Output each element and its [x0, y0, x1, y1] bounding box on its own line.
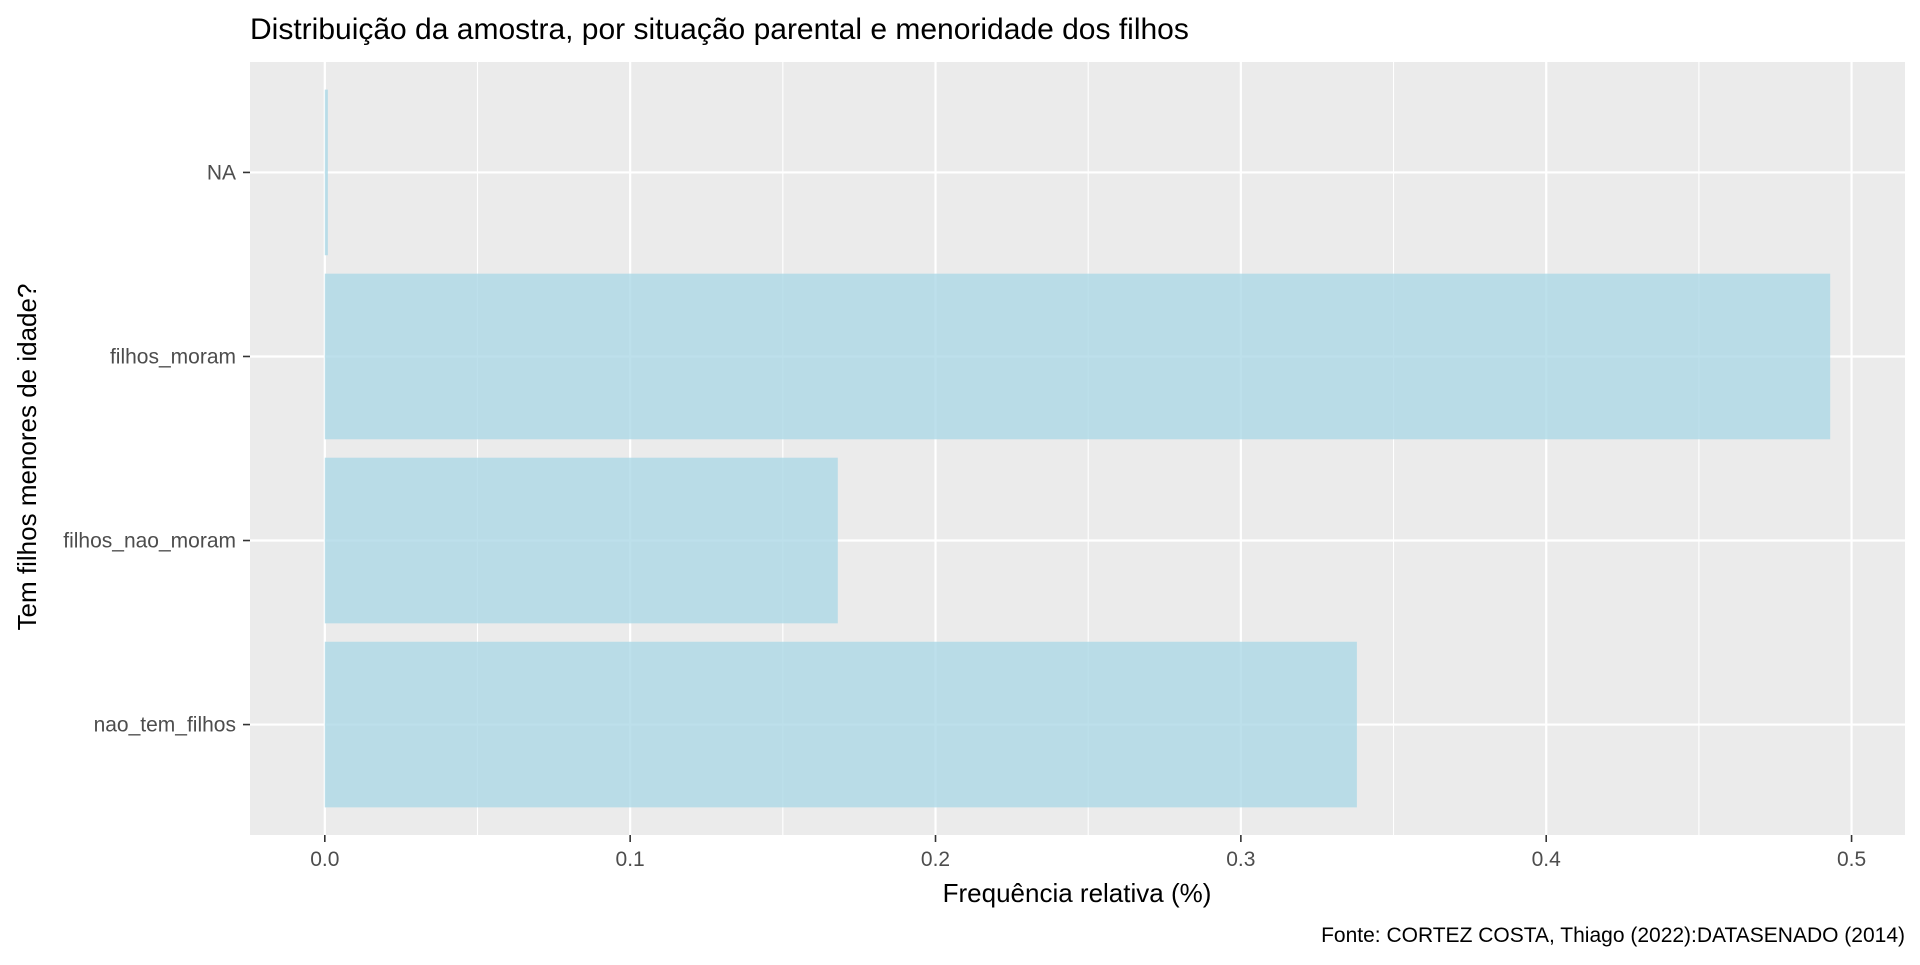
x-tick-label: 0.4	[1532, 848, 1562, 871]
x-tick-label: 0.5	[1837, 848, 1866, 871]
chart-caption: Fonte: CORTEZ COSTA, Thiago (2022):DATAS…	[1321, 924, 1905, 947]
bar-nao_tem_filhos	[324, 641, 1357, 808]
x-tick-label: 0.0	[310, 848, 339, 871]
x-tick-label: 0.1	[616, 848, 645, 871]
x-axis-title: Frequência relativa (%)	[943, 878, 1212, 908]
x-tick-label: 0.3	[1226, 848, 1255, 871]
bar-filhos_nao_moram	[324, 457, 838, 624]
y-tick-label: filhos_nao_moram	[63, 530, 236, 553]
axis-layer: 0.0 0.1 0.2 0.3 0.4 0.5 nao_tem_filhos filhos_n…	[63, 161, 1866, 871]
bar-layer	[324, 89, 1831, 808]
y-tick-label: filhos_moram	[110, 345, 236, 368]
y-tick-label: nao_tem_filhos	[94, 714, 236, 737]
bar-NA	[324, 89, 328, 256]
bar-filhos_moram	[324, 273, 1831, 440]
y-tick-label: NA	[207, 161, 236, 184]
chart-title: Distribuição da amostra, por situação pa…	[250, 13, 1189, 46]
y-axis-title: Tem filhos menores de idade?	[12, 284, 42, 631]
x-tick-label: 0.2	[921, 848, 950, 871]
